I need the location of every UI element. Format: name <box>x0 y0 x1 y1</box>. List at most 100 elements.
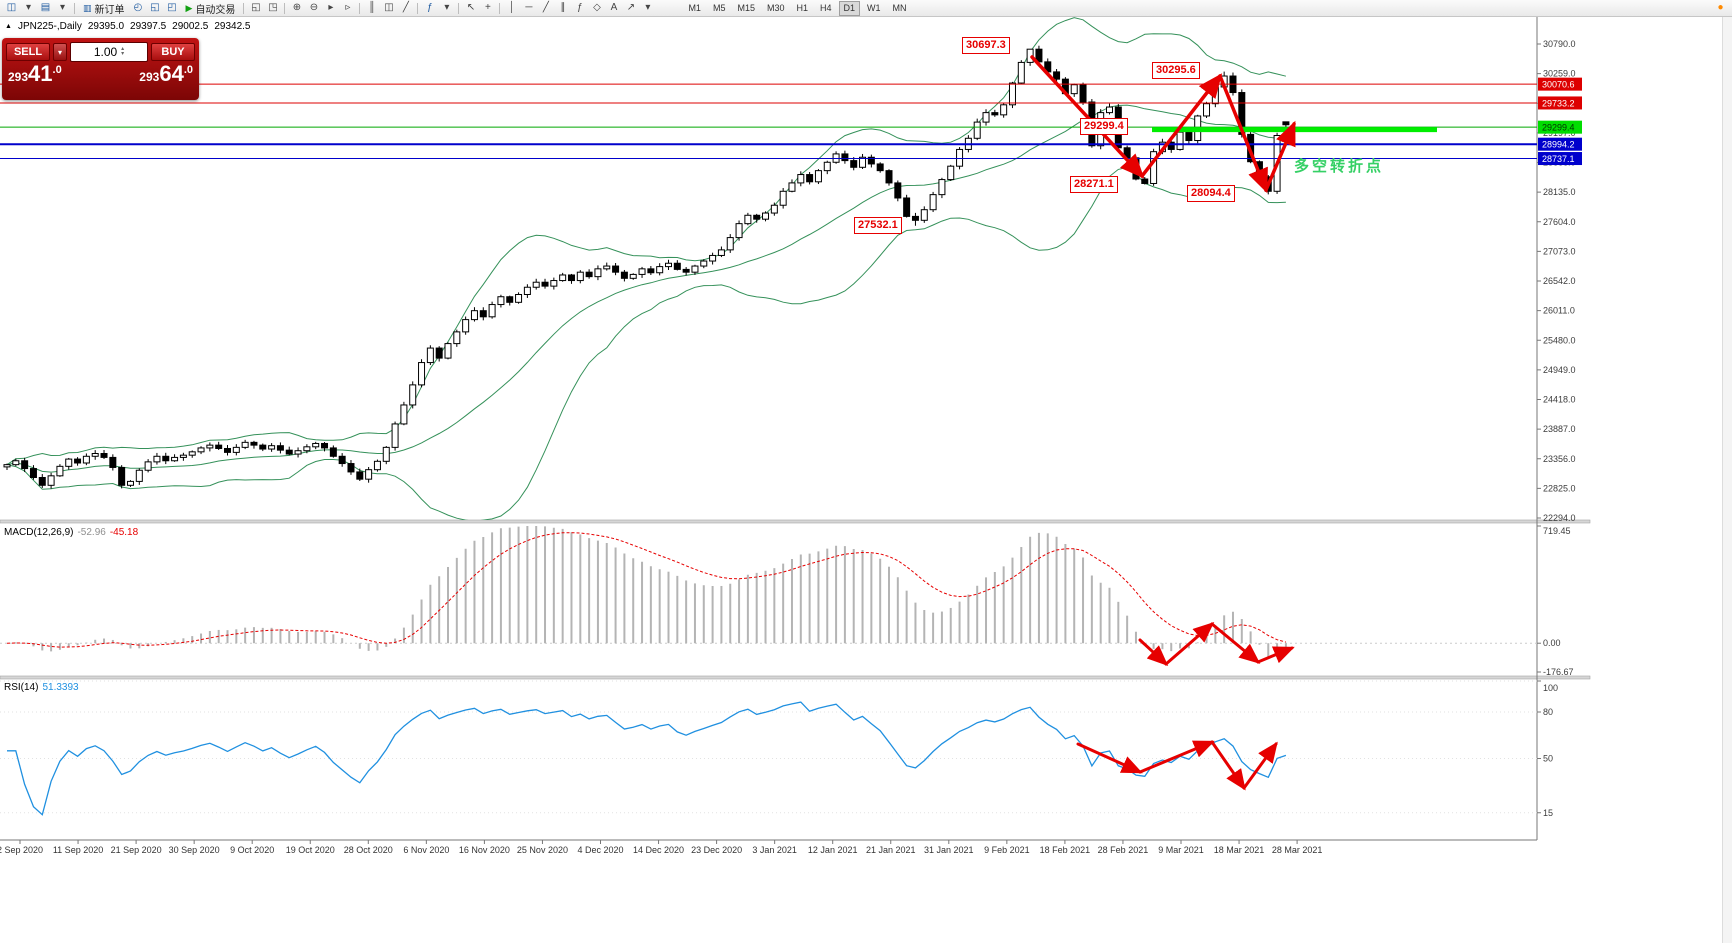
autotrading-button[interactable]: ▶ 自动交易 <box>181 1 241 16</box>
candlestick-chart-icon[interactable]: ◫ <box>384 2 394 13</box>
trendline-icon[interactable]: ╱ <box>542 2 549 13</box>
ohlc-close: 29342.5 <box>214 21 251 32</box>
panel-separator[interactable] <box>0 675 1591 680</box>
order-type-dropdown[interactable]: ▾ <box>53 43 67 61</box>
toolbar: ◫ ▾ ▤ ▾ ▥ 新订单 ◴ ◱ ◰ ▶ 自动交易 ◱ ◳ ⊕ ⊖ ▸ ▹ ║ ◫ ╱ ƒ ▾ ↖ + │ ─ ╱ ∥ ƒ ◇ A ↗ ▾ M1… <box>0 0 1732 17</box>
timeframe-button-h4[interactable]: H4 <box>820 3 832 13</box>
spinner-up-icon[interactable]: ▴ <box>121 46 125 52</box>
arrow-objects-icon[interactable]: ↗ <box>626 2 636 13</box>
timeframe-button-m1[interactable]: M1 <box>688 3 701 13</box>
connection-status-icon[interactable]: ● <box>1717 2 1724 13</box>
bollinger-middle <box>6 104 1286 473</box>
chevron-down-icon: ▾ <box>57 47 62 57</box>
tile-windows-icon[interactable]: ◱ <box>251 2 261 13</box>
price-level-badge-label: 28994.2 <box>1542 140 1575 150</box>
trend-arrow <box>1140 73 1223 178</box>
toolbar-separator <box>284 2 286 14</box>
date-axis-label: 12 Jan 2021 <box>808 845 858 855</box>
chevron-down-icon[interactable]: ▾ <box>444 2 450 13</box>
price-level-badge-label: 29299.4 <box>1542 123 1575 133</box>
macd-signal-line <box>6 532 1287 648</box>
rsi-axis-label: 80 <box>1543 707 1553 717</box>
price-axis-label: 23356.0 <box>1543 454 1576 464</box>
price-axis-label: 26542.0 <box>1543 276 1576 286</box>
macd-name: MACD(12,26,9) <box>4 527 74 538</box>
price-level-badge <box>1538 120 1582 134</box>
macd-axis-label: 0.00 <box>1543 638 1561 648</box>
cascade-windows-icon[interactable]: ◳ <box>268 2 278 13</box>
new-order-button[interactable]: ▥ 新订单 <box>78 1 130 16</box>
macd-trend-arrow <box>1164 622 1215 666</box>
vertical-scrollbar[interactable] <box>1722 17 1732 943</box>
date-axis-label: 6 Nov 2020 <box>403 845 449 855</box>
auto-scroll-icon[interactable]: ▸ <box>328 2 334 13</box>
timeframe-button-m30[interactable]: M30 <box>766 3 785 13</box>
date-axis-label: 4 Dec 2020 <box>577 845 623 855</box>
horizontal-line-icon[interactable]: ─ <box>525 2 533 13</box>
new-order-label: 新订单 <box>94 4 125 16</box>
timeframe-button-h1[interactable]: H1 <box>796 3 809 13</box>
date-axis-label: 11 Sep 2020 <box>53 845 103 855</box>
text-label-icon[interactable]: A <box>610 2 618 13</box>
sell-button[interactable]: SELL <box>6 43 50 61</box>
toolbar-separator <box>458 2 460 14</box>
price-level-badge <box>1538 152 1582 166</box>
equidistant-channel-icon[interactable]: ∥ <box>560 2 566 13</box>
macd-axis-label: -176.67 <box>1543 667 1574 677</box>
data-window-icon[interactable]: ◱ <box>150 2 160 13</box>
chevron-down-icon[interactable]: ▾ <box>59 2 66 13</box>
buy-price: 29364.0 <box>139 61 193 86</box>
date-axis-label: 18 Feb 2021 <box>1040 845 1091 855</box>
chart-shift-icon[interactable]: ▹ <box>345 2 351 13</box>
date-axis-label: 18 Mar 2021 <box>1214 845 1265 855</box>
indicators-icon[interactable]: ƒ <box>427 2 433 13</box>
turning-point-annotation: 多空转折点 <box>1294 158 1385 175</box>
lot-size-field[interactable]: 1.00 ▴ ▾ <box>70 42 148 62</box>
new-chart-icon[interactable]: ◫ <box>6 2 17 13</box>
date-axis-label: 16 Nov 2020 <box>459 845 510 855</box>
rsi-axis-label: 50 <box>1543 754 1553 764</box>
macd-indicator-label: MACD(12,26,9) -52.96 -45.18 <box>4 527 138 538</box>
price-axis-label: 24418.0 <box>1543 395 1576 405</box>
rsi-trend-arrow <box>1138 740 1215 774</box>
trend-arrow <box>1030 55 1145 179</box>
buy-button[interactable]: BUY <box>151 43 195 61</box>
rsi-axis-label: 100 <box>1543 683 1558 693</box>
timeframe-button-m5[interactable]: M5 <box>712 3 726 13</box>
spinner-down-icon[interactable]: ▾ <box>121 51 125 57</box>
toolbar-separator <box>74 2 75 14</box>
zoom-out-icon[interactable]: ⊖ <box>309 2 319 13</box>
bar-chart-icon[interactable]: ║ <box>368 2 376 13</box>
rsi-indicator-label: RSI(14) 51.3393 <box>4 682 79 693</box>
profiles-icon[interactable]: ▤ <box>40 2 51 13</box>
market-watch-icon[interactable]: ◴ <box>133 2 143 13</box>
vertical-line-icon[interactable]: │ <box>508 2 516 13</box>
chevron-down-icon[interactable]: ▾ <box>25 2 32 13</box>
rsi-axis-label: 15 <box>1543 808 1553 818</box>
timeframe-button-d1[interactable]: D1 <box>838 0 861 16</box>
date-axis-label: 28 Feb 2021 <box>1098 845 1149 855</box>
cursor-icon[interactable]: ↖ <box>466 2 476 13</box>
fibonacci-icon[interactable]: ƒ <box>577 2 583 13</box>
chevron-down-icon[interactable]: ▾ <box>645 2 651 13</box>
date-axis-label: 21 Jan 2021 <box>866 845 916 855</box>
zoom-in-icon[interactable]: ⊕ <box>292 2 302 13</box>
toolbar-separator <box>417 2 419 14</box>
rsi-trend-arrow <box>1242 741 1278 790</box>
lot-spinner[interactable]: ▴ ▾ <box>121 46 125 57</box>
trend-arrow <box>1218 74 1268 194</box>
price-axis-label: 27604.0 <box>1543 217 1576 227</box>
shapes-icon[interactable]: ◇ <box>593 2 601 13</box>
macd-trend-arrow <box>1210 622 1261 664</box>
timeframe-button-m15[interactable]: M15 <box>737 3 755 13</box>
crosshair-icon[interactable]: + <box>485 2 491 13</box>
bollinger-lower <box>6 166 1286 520</box>
timeframe-button-w1[interactable]: W1 <box>867 3 881 13</box>
panel-separator[interactable] <box>0 519 1591 524</box>
symbol-marker-icon: ▲ <box>5 23 12 30</box>
timeframe-button-mn[interactable]: MN <box>892 3 907 13</box>
line-chart-icon[interactable]: ╱ <box>402 2 409 13</box>
navigator-icon[interactable]: ◰ <box>167 2 177 13</box>
